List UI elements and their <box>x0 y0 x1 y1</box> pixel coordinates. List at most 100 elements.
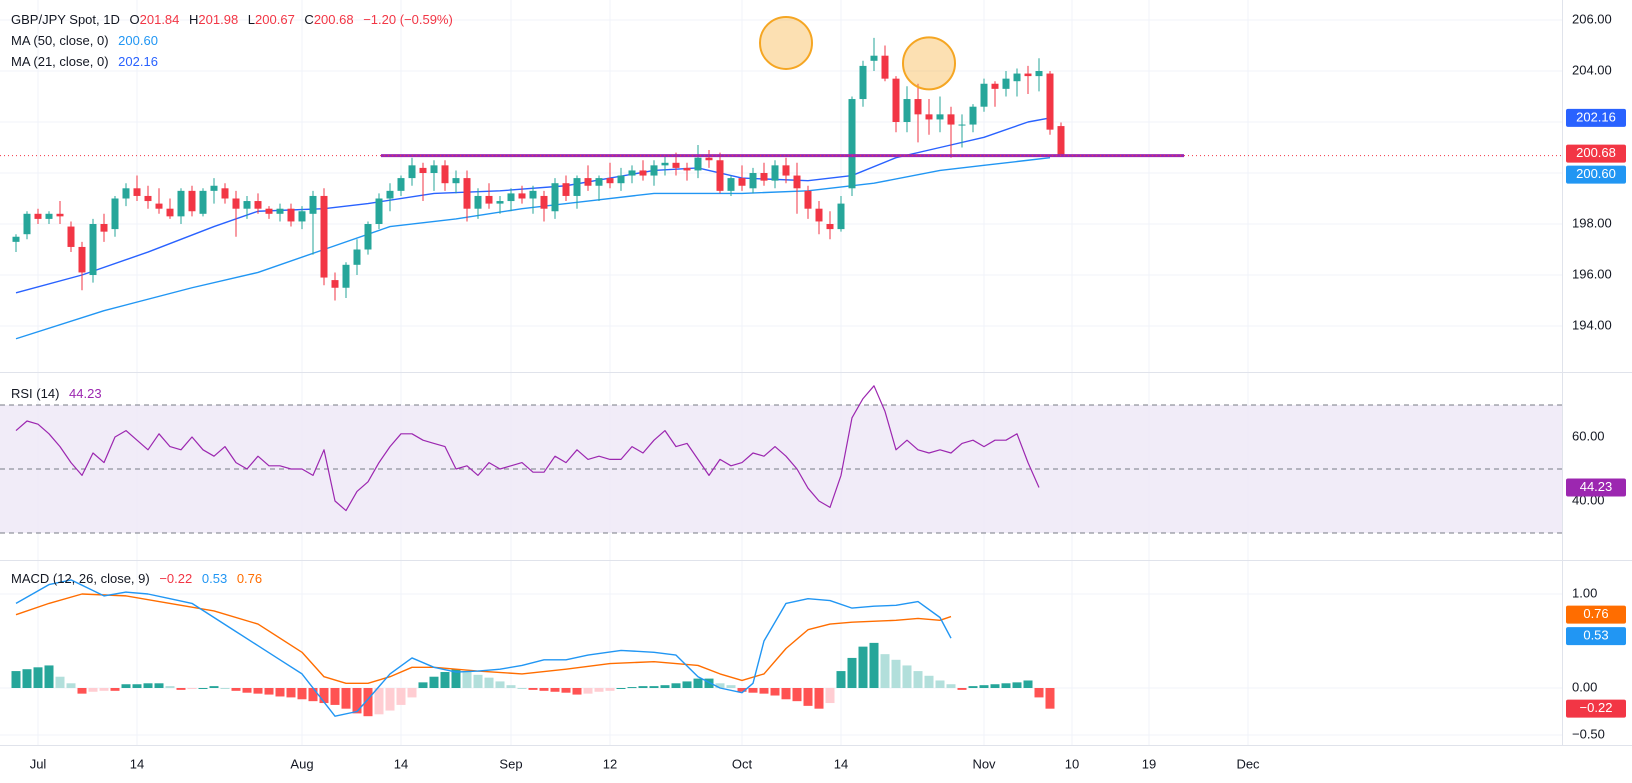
rsi-tag-label: 44.23 <box>1580 479 1613 494</box>
macd-hist-bar <box>176 688 186 690</box>
candle-body <box>529 190 537 199</box>
candle-body <box>265 208 273 214</box>
time-tick-label: Nov <box>972 756 996 771</box>
macd-hist-bar <box>143 683 153 688</box>
macd-hist-bar <box>726 685 736 688</box>
candle-body <box>507 193 515 202</box>
macd-hist-bar <box>385 688 395 711</box>
candle-body <box>859 65 867 100</box>
macd-hist-bar <box>572 688 582 695</box>
candle-body <box>683 167 691 171</box>
macd-signal-value: 0.53 <box>201 571 228 586</box>
macd-hist-bar <box>495 681 505 688</box>
macd-hist-bar <box>44 665 54 688</box>
macd-hist-bar <box>418 682 428 688</box>
candle-body <box>518 193 526 199</box>
candle-body <box>727 178 735 191</box>
macd-hist-bar <box>748 688 758 693</box>
macd-hist-tag-label: −0.22 <box>1580 700 1613 715</box>
candle-body <box>474 195 482 209</box>
macd-hist-bar <box>814 688 824 709</box>
price-tags: 202.16 200.68 200.60 44.23 0.76 0.53 −0.22 <box>1566 108 1626 718</box>
ma50-line <box>15 157 1051 340</box>
candle-body <box>661 162 669 166</box>
macd-hist-bar <box>407 688 417 698</box>
rsi-legend[interactable]: RSI (14) 44.23 <box>11 386 108 401</box>
macd-hist-bar <box>363 688 373 717</box>
macd-hist-bar <box>473 674 483 688</box>
price-axis[interactable]: 206.00204.00198.00196.00194.0060.0040.00… <box>1572 11 1612 741</box>
candle-body <box>397 178 405 191</box>
time-tick-label: 14 <box>394 756 408 771</box>
symbol-title[interactable]: GBP/JPY Spot, 1D <box>11 12 120 27</box>
high-value: 201.98 <box>198 12 239 27</box>
candle-body <box>188 190 196 212</box>
macd-hist-bar <box>440 672 450 688</box>
candle-body <box>650 165 658 176</box>
macd-histogram <box>11 642 1055 717</box>
candle-body <box>56 213 64 217</box>
macd-hist-bar <box>935 680 945 688</box>
time-tick-label: Aug <box>290 756 313 771</box>
rsi-value: 44.23 <box>69 386 102 401</box>
candle-body <box>342 264 350 288</box>
candle-body <box>166 208 174 217</box>
candle-body <box>793 175 801 189</box>
candle-body <box>936 114 944 120</box>
open-value: 201.84 <box>139 12 180 27</box>
macd-lines <box>15 579 952 717</box>
candle-body <box>375 198 383 224</box>
price-tick-label: 204.00 <box>1572 62 1612 77</box>
price-tick-label: 206.00 <box>1572 11 1612 26</box>
macd-hist-bar <box>1034 688 1044 698</box>
candle-body <box>89 224 97 275</box>
candle-body <box>947 114 955 125</box>
rsi-band <box>0 404 1562 534</box>
macd-hist-bar <box>825 688 835 704</box>
candle-body <box>496 201 504 204</box>
candle-body <box>760 173 768 181</box>
macd-hist-bar <box>462 671 472 688</box>
candle-body <box>991 83 999 89</box>
price-tick-label: 198.00 <box>1572 215 1612 230</box>
candle-body <box>540 195 548 209</box>
macd-hist-bar <box>11 671 21 688</box>
candle-body <box>1057 126 1065 156</box>
macd-hist-bar <box>286 688 296 698</box>
ma21-tag-bg <box>1566 108 1626 127</box>
rsi-line <box>15 385 1040 512</box>
macd-hist-bar <box>891 659 901 688</box>
macd-hist-bar <box>682 681 692 688</box>
candle-body <box>782 165 790 176</box>
macd-hist-bar <box>638 686 648 688</box>
time-axis[interactable]: Jul 14 Aug 14 Sep 12 Oct 14 Nov 10 19 Dec <box>30 756 1260 771</box>
candle-body <box>1013 73 1021 82</box>
candle-body <box>903 99 911 122</box>
time-tick-label: Jul <box>30 756 47 771</box>
candles-layer <box>12 37 1065 301</box>
macd-hist-bar <box>517 688 527 689</box>
macd-hist-bar <box>660 685 670 688</box>
candle-body <box>672 162 680 168</box>
macd-hist-bar <box>22 669 32 688</box>
rsi-path <box>15 385 1040 512</box>
macd-hist-bar <box>374 688 384 715</box>
macd-hist-bar <box>792 688 802 702</box>
macd-hist-bar <box>693 678 703 688</box>
macd-legend[interactable]: MACD (12, 26, close, 9) −0.22 0.53 0.76 <box>11 571 268 586</box>
macd-hist-bar <box>231 688 241 691</box>
candle-body <box>67 226 75 247</box>
candle-body <box>408 165 416 179</box>
low-value: 200.67 <box>255 12 295 27</box>
ma50-value: 200.60 <box>118 33 158 48</box>
candle-body <box>320 195 328 278</box>
macd-hist-bar <box>902 665 912 688</box>
macd-hist-tag-bg <box>1566 699 1626 718</box>
ma50-legend[interactable]: MA (50, close, 0) 200.60 <box>11 33 164 48</box>
candle-body <box>826 224 834 230</box>
time-tick-label: 19 <box>1142 756 1156 771</box>
ma21-legend[interactable]: MA (21, close, 0) 202.16 <box>11 54 164 69</box>
macd-hist-bar <box>264 688 274 695</box>
macd-hist-bar <box>429 676 439 688</box>
